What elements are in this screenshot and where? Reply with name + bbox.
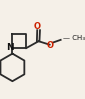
Text: O: O [46, 41, 53, 50]
Text: O: O [33, 22, 40, 31]
Text: N: N [7, 43, 14, 52]
Text: — CH₃: — CH₃ [63, 35, 85, 41]
